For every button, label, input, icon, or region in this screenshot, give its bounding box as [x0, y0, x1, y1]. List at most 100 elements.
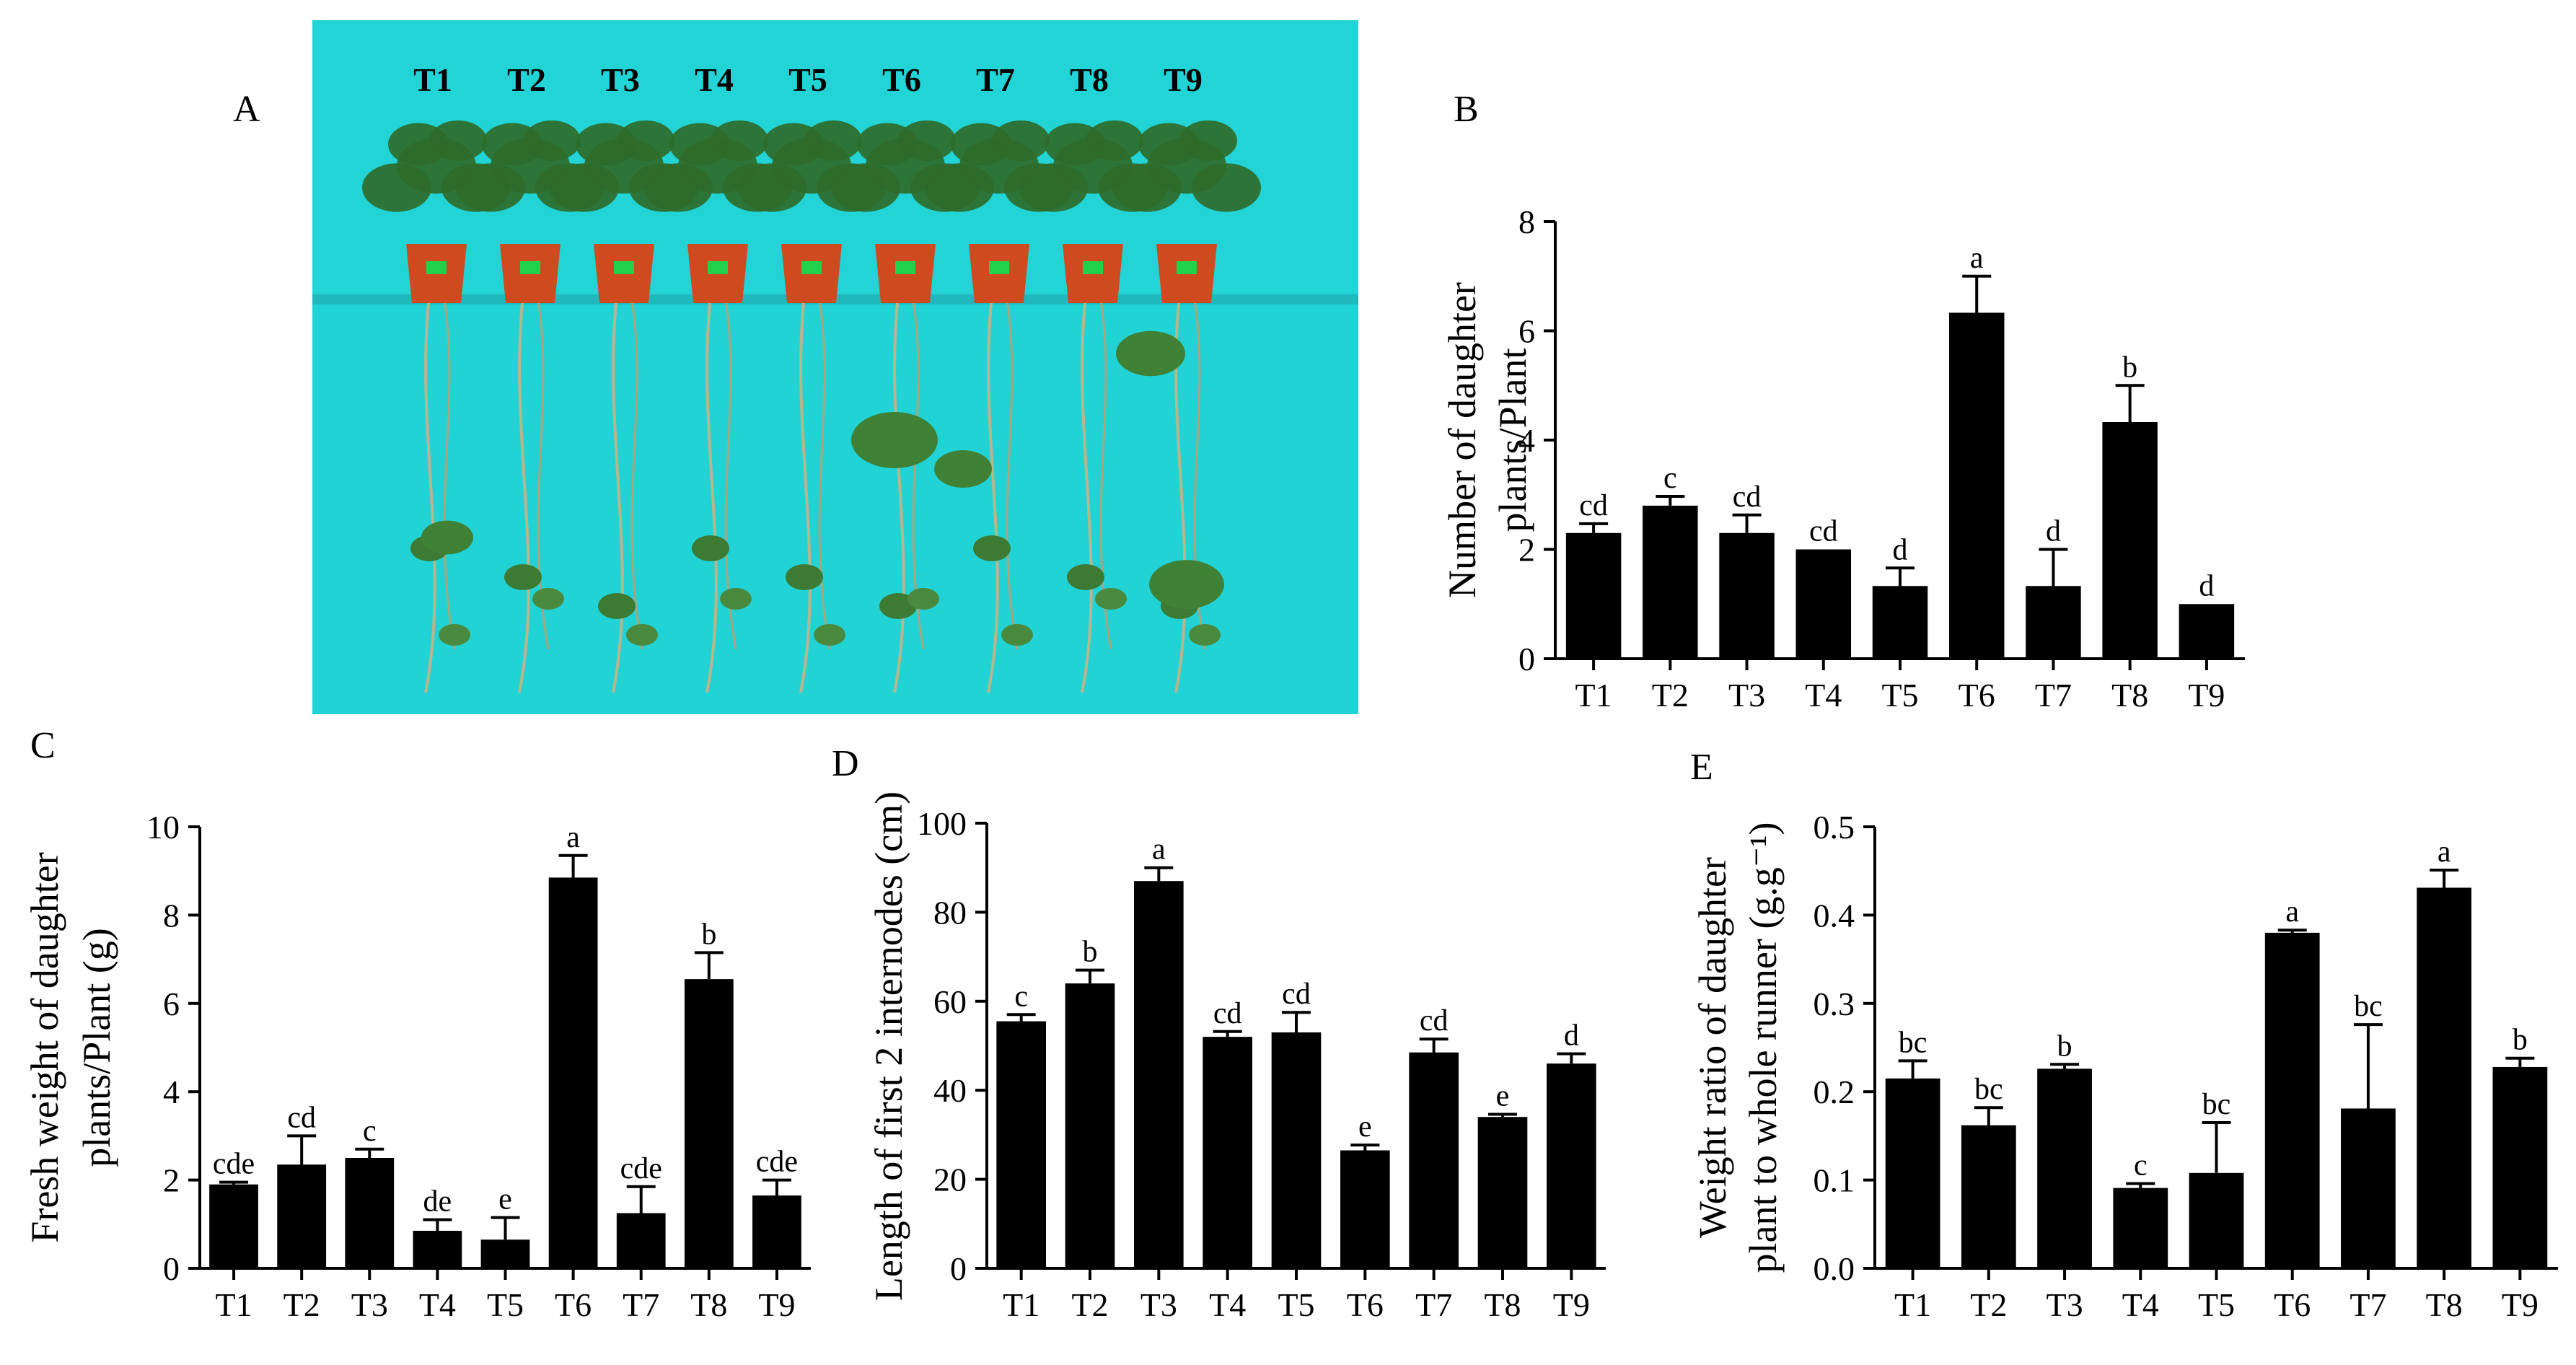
panel-a-letter: A	[233, 89, 260, 130]
significance-letter: cd	[1420, 1004, 1449, 1037]
significance-letter: d	[2046, 515, 2061, 548]
plant-foliage	[1112, 120, 1261, 212]
significance-letter: d	[2199, 569, 2214, 602]
significance-letter: e	[498, 1183, 512, 1216]
plant-runner	[1067, 295, 1127, 693]
x-tick-label: T3	[1728, 677, 1765, 714]
x-tick-label: T9	[2188, 677, 2225, 714]
y-tick-label: 2	[1518, 532, 1535, 569]
x-tick-label: T8	[2111, 677, 2148, 714]
x-tick-label: T5	[2198, 1286, 2235, 1323]
bar-t8	[2417, 887, 2472, 1268]
x-tick-label: T8	[1484, 1286, 1521, 1323]
x-tick-label: T1	[1894, 1286, 1931, 1323]
pot-tag	[614, 261, 634, 274]
y-axis-label: plant to whole runner (g.g⁻¹)	[1741, 822, 1785, 1273]
x-tick-label: T5	[1278, 1286, 1314, 1323]
x-tick-label: T4	[1805, 677, 1842, 714]
plant-runner	[692, 295, 752, 693]
x-tick-label: T8	[690, 1286, 727, 1323]
y-tick-label: 0	[950, 1250, 967, 1287]
photo-label-t6: T6	[882, 61, 921, 98]
bar-t8	[684, 979, 734, 1268]
panel-c-letter: C	[30, 725, 56, 766]
plant-runner	[973, 295, 1033, 693]
bar-t5	[1872, 586, 1928, 659]
x-tick-label: T3	[351, 1286, 388, 1323]
y-tick-label: 4	[163, 1074, 180, 1110]
pot-tag	[1083, 261, 1103, 274]
significance-letter: a	[1152, 833, 1166, 866]
significance-letter: b	[2513, 1024, 2528, 1057]
significance-letter: c	[1014, 980, 1028, 1013]
significance-letter: e	[1496, 1080, 1510, 1113]
significance-letter: bc	[2354, 990, 2383, 1023]
pot-tag	[708, 261, 728, 274]
photo-label-t2: T2	[507, 61, 546, 98]
y-tick-label: 10	[146, 809, 180, 846]
plant-runner	[786, 295, 845, 693]
bar-t4	[2113, 1188, 2168, 1268]
significance-letter: cd	[1282, 978, 1311, 1011]
x-tick-label: T8	[2426, 1286, 2463, 1323]
y-tick-label: 0.3	[1814, 986, 1855, 1022]
bar-t1	[1885, 1078, 1940, 1268]
x-tick-label: T7	[2035, 677, 2072, 714]
bar-t2	[277, 1164, 327, 1268]
significance-letter: cd	[287, 1101, 316, 1134]
pot-tag	[1177, 261, 1197, 274]
y-tick-label: 40	[933, 1072, 967, 1109]
significance-letter: b	[1083, 936, 1098, 969]
significance-letter: bc	[1974, 1073, 2003, 1106]
photo-label-t9: T9	[1164, 61, 1203, 98]
bar-t5	[1271, 1032, 1322, 1268]
plant-runner	[504, 295, 564, 693]
x-tick-label: T6	[1347, 1286, 1384, 1323]
y-axis-label: Weight ratio of daughter	[1691, 857, 1734, 1238]
x-tick-label: T6	[555, 1286, 592, 1323]
panel-c-chart: C 0 2 4 6 8 10 Fresh weight of daughter plants/P…	[23, 725, 811, 1323]
y-tick-label: 100	[917, 805, 967, 842]
y-tick-label: 80	[933, 894, 967, 931]
significance-letter: c	[2134, 1149, 2148, 1182]
bar-t9	[2179, 604, 2235, 659]
panel-a-photo: A T1 T2 T3 T4 T5 T6 T7 T8 T9	[233, 20, 1358, 714]
y-tick-label: 8	[1518, 203, 1535, 240]
bar-t9	[752, 1195, 801, 1268]
y-tick-label: 6	[163, 986, 180, 1022]
x-tick-label: T6	[2274, 1286, 2311, 1323]
daughter-plant-leaf	[421, 520, 473, 555]
photo-label-t7: T7	[976, 61, 1015, 98]
significance-letter: bc	[1899, 1026, 1927, 1059]
bar-t8	[2102, 422, 2158, 659]
y-tick-label: 0.5	[1814, 809, 1855, 846]
photo-plants: T1 T2 T3 T4 T5 T6 T7 T8 T9	[312, 20, 1358, 693]
x-tick-label: T2	[1071, 1286, 1108, 1323]
significance-letter: cd	[1213, 997, 1242, 1030]
x-tick-label: T9	[2502, 1286, 2538, 1323]
y-tick-label: 6	[1518, 313, 1535, 350]
bar-t2	[1961, 1125, 2016, 1268]
plant-runner	[598, 295, 658, 693]
significance-letter: a	[2285, 895, 2299, 929]
y-tick-label: 0.4	[1814, 897, 1855, 934]
y-tick-label: 0	[163, 1250, 180, 1287]
x-tick-label: T2	[1652, 677, 1689, 714]
photo-label-t1: T1	[413, 61, 452, 98]
pot-tag	[426, 261, 447, 274]
y-axis-label: plants/Plant (g)	[75, 928, 118, 1167]
x-tick-label: T3	[1140, 1286, 1177, 1323]
significance-letter: bc	[2202, 1088, 2231, 1121]
bar-t3	[345, 1158, 395, 1268]
y-tick-label: 8	[163, 897, 180, 934]
pot-tag	[520, 261, 540, 274]
y-tick-label: 4	[1518, 422, 1535, 459]
x-tick-label: T4	[419, 1286, 456, 1323]
y-tick-label: 20	[933, 1162, 967, 1198]
significance-letter: b	[2122, 351, 2137, 384]
y-tick-label: 2	[163, 1162, 180, 1199]
photo-label-t5: T5	[788, 61, 827, 98]
x-tick-label: T4	[2122, 1286, 2159, 1323]
